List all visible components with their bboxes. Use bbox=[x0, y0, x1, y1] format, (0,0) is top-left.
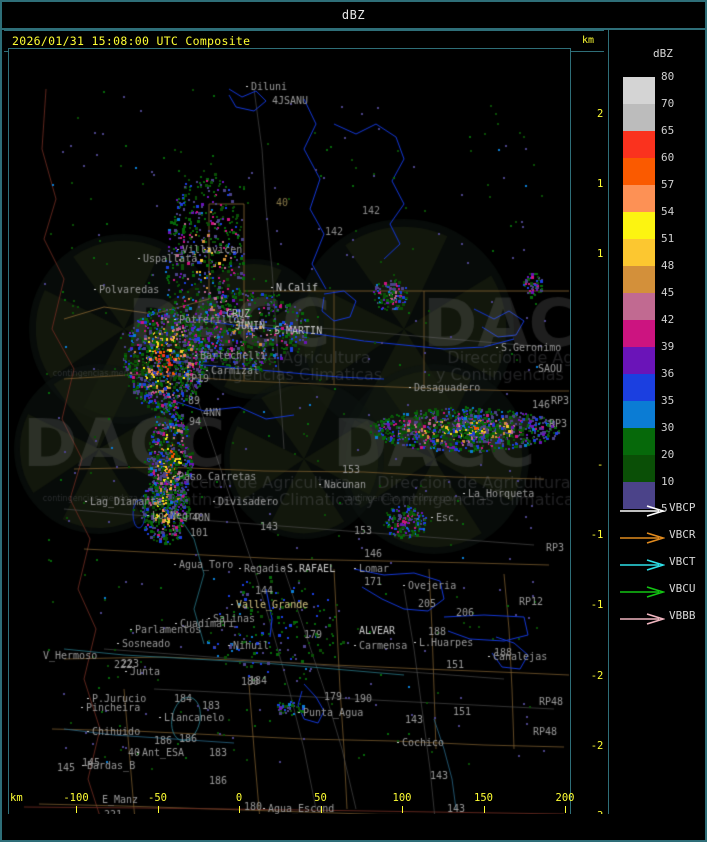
colorbar-swatch bbox=[623, 77, 655, 104]
vector-legend-label: VBCP bbox=[669, 501, 696, 514]
wind-vector-arrow-icon bbox=[619, 502, 666, 517]
colorbar-tick-label: 45 bbox=[661, 286, 675, 299]
colorbar-swatch bbox=[623, 428, 655, 455]
vector-legend-row: VBBB bbox=[617, 604, 707, 631]
colorbar-swatch bbox=[623, 401, 655, 428]
y-axis-tick-label: -200 bbox=[590, 669, 604, 682]
colorbar-tick-label: 51 bbox=[661, 232, 675, 245]
x-axis-tick-mark bbox=[239, 806, 240, 813]
x-axis-tick-label: 150 bbox=[474, 792, 493, 804]
colorbar-title: dBZ bbox=[653, 47, 673, 60]
colorbar-tick-label: 5 bbox=[661, 502, 668, 515]
timestamp-label: 2026/01/31 15:08:00 UTC Composite bbox=[12, 34, 251, 48]
vector-legend-label: VBBB bbox=[669, 609, 696, 622]
colorbar-swatch bbox=[623, 374, 655, 401]
y-axis-tick-label: 50 bbox=[570, 319, 604, 331]
colorbar-swatch bbox=[623, 293, 655, 320]
vector-legend: VBCP VBCR VBCT VBCU VBBB bbox=[617, 496, 707, 631]
vector-legend-label: VBCR bbox=[669, 528, 696, 541]
x-axis-tick-label: -100 bbox=[63, 792, 89, 804]
colorbar-tick-label: 60 bbox=[661, 151, 675, 164]
x-axis-tick-label: 0 bbox=[235, 792, 243, 804]
y-axis-tick-label: 0 bbox=[570, 389, 604, 401]
colorbar-tick-label: 30 bbox=[661, 421, 675, 434]
colorbar bbox=[623, 77, 655, 509]
colorbar-swatch bbox=[623, 482, 655, 509]
wind-vector-arrow-icon bbox=[619, 610, 666, 625]
x-axis-tick-mark bbox=[402, 806, 403, 813]
vector-legend-row: VBCP bbox=[617, 496, 707, 523]
x-axis-tick-label: -50 bbox=[148, 792, 167, 804]
colorbar-swatch bbox=[623, 320, 655, 347]
colorbar-tick-label: 70 bbox=[661, 97, 675, 110]
x-axis: km -100 -50 0 50 100 150 200 bbox=[4, 790, 604, 814]
colorbar-tick-label: 35 bbox=[661, 394, 675, 407]
colorbar-tick-label: 80 bbox=[661, 70, 675, 83]
colorbar-swatch bbox=[623, 212, 655, 239]
window-title-bar: dBZ bbox=[2, 2, 705, 30]
colorbar-swatch bbox=[623, 455, 655, 482]
x-axis-unit-label: km bbox=[10, 792, 23, 804]
colorbar-tick-label: 65 bbox=[661, 124, 675, 137]
colorbar-tick-label: 42 bbox=[661, 313, 675, 326]
x-axis-tick-mark bbox=[76, 806, 77, 813]
window-title: dBZ bbox=[341, 8, 366, 22]
wind-vector-arrow-icon bbox=[619, 583, 666, 598]
y-axis-tick-label: -50 bbox=[597, 459, 604, 471]
colorbar-tick-label: 20 bbox=[661, 448, 675, 461]
radar-plot-area[interactable] bbox=[8, 48, 571, 814]
colorbar-tick-label: 48 bbox=[661, 259, 675, 272]
colorbar-swatch bbox=[623, 266, 655, 293]
y-axis-tick-label: 200 bbox=[597, 108, 604, 120]
x-axis-tick-mark bbox=[565, 806, 566, 813]
vector-legend-label: VBCT bbox=[669, 555, 696, 568]
colorbar-swatch bbox=[623, 347, 655, 374]
y-axis-tick-label: -300 bbox=[570, 810, 604, 814]
x-axis-tick-mark bbox=[320, 806, 322, 813]
x-axis-tick-label: 50 bbox=[314, 792, 327, 804]
y-axis-tick-label: -100 bbox=[590, 529, 604, 542]
colorbar-swatch bbox=[623, 104, 655, 131]
y-axis-tick-label: -150 bbox=[590, 599, 604, 612]
colorbar-tick-label: 39 bbox=[661, 340, 675, 353]
legend-column: dBZ 80 70 65 60 57 54 51 48 45 42 39 36 35 30 20 10 5 VB… bbox=[608, 30, 705, 814]
vector-legend-row: VBCR bbox=[617, 523, 707, 550]
y-axis-tick-label: 150 bbox=[597, 178, 604, 191]
colorbar-swatch bbox=[623, 239, 655, 266]
vector-legend-row: VBCT bbox=[617, 550, 707, 577]
colorbar-tick-label: 57 bbox=[661, 178, 675, 191]
wind-vector-arrow-icon bbox=[619, 556, 666, 571]
x-axis-tick-mark bbox=[157, 806, 159, 813]
radar-echo-canvas bbox=[9, 49, 570, 814]
x-axis-tick-label: 100 bbox=[392, 792, 412, 804]
wind-vector-arrow-icon bbox=[619, 529, 666, 544]
colorbar-swatch bbox=[623, 158, 655, 185]
x-axis-tick-mark bbox=[483, 806, 485, 813]
y-axis-tick-label: 100 bbox=[597, 248, 604, 261]
colorbar-tick-label: 10 bbox=[661, 475, 675, 488]
radar-panel: 2026/01/31 15:08:00 UTC Composite km 200… bbox=[4, 30, 604, 814]
colorbar-swatch bbox=[623, 185, 655, 212]
vector-legend-row: VBCU bbox=[617, 577, 707, 604]
y-axis-unit-label: km bbox=[582, 35, 595, 46]
y-axis-tick-label: -250 bbox=[590, 739, 604, 752]
vector-legend-label: VBCU bbox=[669, 582, 696, 595]
colorbar-tick-label: 54 bbox=[661, 205, 675, 218]
x-axis-tick-label: 200 bbox=[555, 792, 575, 804]
colorbar-tick-label: 36 bbox=[661, 367, 675, 380]
y-axis: 200 150 100 50 0 -50 -100 -150 -200 -250 -300 bbox=[570, 48, 604, 814]
colorbar-swatch bbox=[623, 131, 655, 158]
